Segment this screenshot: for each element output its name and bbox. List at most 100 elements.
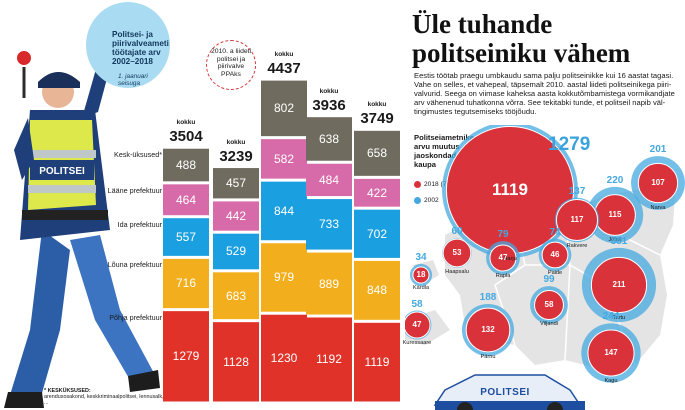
- region-name: Harju: [503, 255, 517, 262]
- bar-segment: [261, 80, 307, 137]
- bar-segment: [306, 199, 352, 250]
- region-name: Kärdla: [412, 285, 430, 292]
- segment-value-label: 488: [175, 158, 197, 173]
- column-kokku-label: kokku: [319, 87, 339, 95]
- headline: Üle tuhande politseiniku vähem: [412, 9, 631, 68]
- region-bubble-2018: [637, 162, 679, 204]
- region-value-2018: 47: [412, 320, 422, 329]
- bar-segment: [213, 272, 259, 320]
- bar-segment: [163, 258, 209, 309]
- column-total: 4437: [267, 60, 301, 78]
- column-total: 3749: [360, 110, 394, 128]
- segment-value-label: 422: [366, 185, 388, 200]
- region-value-2018: 211: [612, 280, 626, 289]
- region-name: Kagu: [604, 378, 618, 385]
- intro-text: Eestis töötab praegu umbkaudu sama palju…: [414, 71, 675, 116]
- region-value-2002: 220: [606, 174, 624, 186]
- legend-dot-2002: [414, 197, 421, 204]
- region-name: Haapsalu: [445, 268, 469, 275]
- region-value-2018: 46: [550, 250, 560, 259]
- bar-segment: [306, 252, 352, 315]
- segment-value-label: 1128: [223, 354, 249, 369]
- category-label: Kesk-üksused*: [114, 150, 162, 160]
- region-value-2002: 60: [451, 226, 463, 238]
- bar-segment: [213, 168, 259, 199]
- segment-value-label: 484: [318, 172, 340, 187]
- footnote-title: * KESKÜKSUSED:: [44, 388, 91, 394]
- bar-segment: [213, 322, 259, 402]
- legend-label-2002: 2002: [424, 197, 439, 204]
- region-value-2018: 47: [498, 253, 508, 262]
- chart-title: Politsei- ja piirivalveameti töötajate a…: [112, 30, 169, 66]
- footnote-body: arendusosakond, kesk­kriminaalpolitsei, …: [44, 394, 164, 407]
- region-value-2018: 132: [481, 325, 495, 334]
- region-value-2018: 18: [416, 270, 426, 279]
- bar-segment: [261, 181, 307, 241]
- bar-segment: [354, 178, 400, 207]
- segment-value-label: 1230: [270, 351, 298, 366]
- harju-2002-total: 1279: [548, 134, 591, 155]
- segment-value-label: 979: [273, 270, 295, 285]
- legend-dot-2018: [414, 181, 421, 188]
- region-bubble-2018: [489, 244, 517, 272]
- estonia-map: [405, 125, 685, 410]
- region-name: Tartu: [612, 314, 626, 321]
- bar-segment: [163, 218, 209, 256]
- region-bubble-2018: [555, 198, 599, 242]
- column-total: 3936: [312, 96, 346, 114]
- chart-subtitle: 1. jaanuari seisuga: [118, 73, 148, 87]
- bar-segment: [306, 117, 352, 161]
- region-bubble-2018: [465, 307, 511, 353]
- bar-segment: [261, 139, 307, 179]
- segment-value-label: 1119: [364, 355, 390, 370]
- category-label: Lõuna prefektuur: [107, 260, 162, 270]
- column-total: 3504: [169, 128, 203, 146]
- region-value-2002: 79: [497, 229, 509, 241]
- region-name: Pärnu: [480, 353, 496, 360]
- segment-value-label: 683: [225, 288, 247, 303]
- merger-note: 2010. a liideti politsei ja piirivalve P…: [210, 48, 252, 78]
- segment-value-label: 638: [318, 131, 340, 146]
- column-kokku-label: kokku: [176, 119, 196, 127]
- region-name: Viljandi: [540, 321, 558, 328]
- segment-value-label: 889: [318, 276, 340, 291]
- segment-value-label: 1279: [172, 349, 200, 364]
- segment-value-label: 733: [318, 217, 340, 232]
- region-bubble-2018: [541, 241, 569, 269]
- segment-value-label: 802: [273, 101, 295, 116]
- stacked-bar-chart: [163, 80, 400, 402]
- bar-segment: [261, 243, 307, 312]
- category-label: Põhja prefektuur: [109, 312, 162, 322]
- column-total: 3239: [219, 147, 253, 165]
- segment-value-label: 848: [366, 283, 388, 298]
- bar-segment: [261, 314, 307, 402]
- region-value-2018: 115: [608, 210, 622, 219]
- info-bubble: [86, 2, 170, 88]
- region-bubble-2018: [405, 311, 431, 339]
- region-bubble-2018: [590, 256, 648, 314]
- region-name: Narva: [650, 204, 666, 211]
- map-legend-title: Politseiametnike arvu muutus jaoskondade…: [414, 133, 474, 169]
- segment-value-label: 844: [273, 203, 295, 218]
- segment-value-label: 658: [366, 146, 388, 161]
- region-name: Jõhvi: [608, 237, 622, 244]
- column-kokku-label: kokku: [367, 101, 387, 109]
- bar-segment: [306, 317, 352, 402]
- region-value-2018: 53: [452, 248, 462, 257]
- bar-segment: [354, 322, 400, 402]
- region-bubble-2018: [534, 290, 564, 320]
- category-label: Ida prefektuur: [117, 219, 162, 229]
- region-name: Paide: [547, 269, 563, 276]
- region-value-2018: 107: [651, 178, 665, 187]
- column-kokku-label: kokku: [274, 51, 294, 59]
- region-value-2002: 58: [411, 298, 423, 310]
- bar-segment: [306, 163, 352, 197]
- bar-segment: [163, 311, 209, 402]
- segment-value-label: 557: [175, 230, 197, 245]
- region-value-2018: 147: [604, 348, 618, 357]
- region-value-2002: 244: [602, 311, 620, 323]
- segment-value-label: 529: [225, 244, 247, 259]
- car-label: POLITSEI: [480, 387, 530, 398]
- region-value-2018: 58: [544, 300, 554, 309]
- region-value-2002: 74: [549, 226, 561, 238]
